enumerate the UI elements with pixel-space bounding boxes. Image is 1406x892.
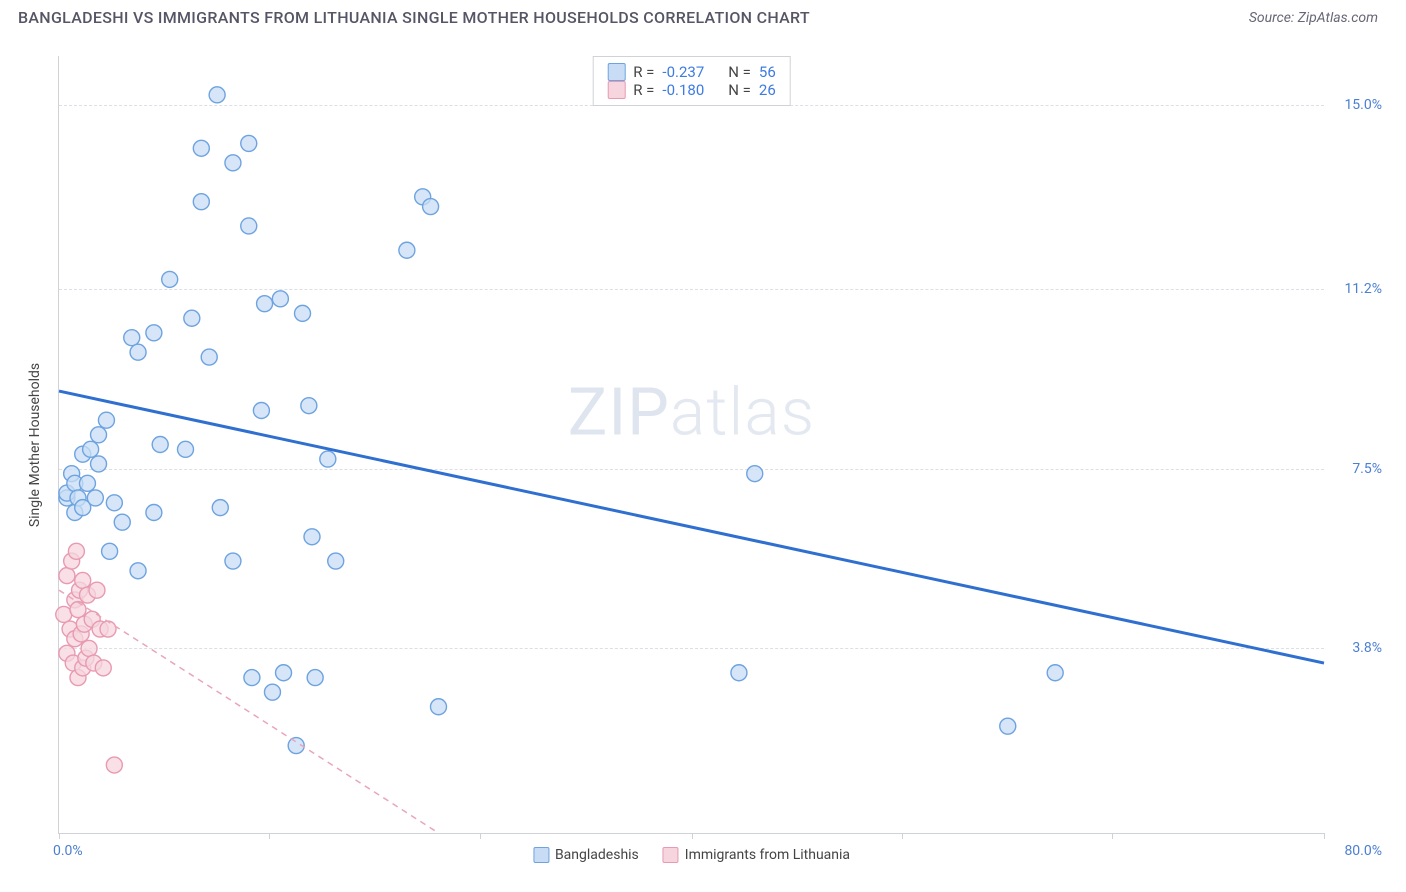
data-point xyxy=(68,543,84,559)
data-point xyxy=(81,640,97,656)
n-value: 26 xyxy=(759,81,776,99)
data-point xyxy=(152,437,168,453)
x-tick-mark xyxy=(1112,833,1113,839)
chart-title: BANGLADESHI VS IMMIGRANTS FROM LITHUANIA… xyxy=(18,8,810,27)
data-point xyxy=(193,194,209,210)
data-point xyxy=(241,135,257,151)
x-tick-mark xyxy=(692,833,693,839)
data-point xyxy=(95,660,111,676)
data-point xyxy=(98,412,114,428)
data-point xyxy=(307,670,323,686)
x-tick-mark xyxy=(480,833,481,839)
r-value: -0.237 xyxy=(662,63,704,81)
data-point xyxy=(399,242,415,258)
data-point xyxy=(114,514,130,530)
data-point xyxy=(91,456,107,472)
data-point xyxy=(328,553,344,569)
series-legend: Bangladeshis Immigrants from Lithuania xyxy=(533,847,850,863)
data-point xyxy=(209,87,225,103)
x-tick-mark xyxy=(59,833,60,839)
chart-area: ZIPatlas 3.8%7.5%11.2%15.0% R = -0.237 N… xyxy=(18,36,1388,874)
data-point xyxy=(304,529,320,545)
legend-swatch-icon xyxy=(607,81,625,99)
data-point xyxy=(264,684,280,700)
data-point xyxy=(244,670,260,686)
chart-header: BANGLADESHI VS IMMIGRANTS FROM LITHUANIA… xyxy=(0,0,1406,31)
x-tick-mark xyxy=(1324,833,1325,839)
data-point xyxy=(423,199,439,215)
data-point xyxy=(201,349,217,365)
data-point xyxy=(225,553,241,569)
legend-swatch-icon xyxy=(607,63,625,81)
y-tick-label: 15.0% xyxy=(1330,97,1382,113)
data-point xyxy=(59,568,75,584)
data-point xyxy=(320,451,336,467)
r-value: -0.180 xyxy=(662,81,704,99)
n-label: N = xyxy=(728,81,751,99)
data-point xyxy=(295,305,311,321)
data-point xyxy=(241,218,257,234)
data-point xyxy=(146,325,162,341)
legend-item: Bangladeshis xyxy=(533,847,639,863)
data-point xyxy=(100,621,116,637)
chart-source: Source: ZipAtlas.com xyxy=(1249,10,1378,26)
legend-swatch-icon xyxy=(533,847,549,863)
data-point xyxy=(70,602,86,618)
r-label: R = xyxy=(633,63,654,81)
correlation-legend: R = -0.237 N = 56 R = -0.180 N = 26 xyxy=(592,56,791,106)
data-point xyxy=(87,490,103,506)
legend-label: Bangladeshis xyxy=(555,847,639,863)
data-point xyxy=(75,572,91,588)
x-tick-mark xyxy=(902,833,903,839)
y-tick-label: 7.5% xyxy=(1330,461,1382,477)
y-axis-label: Single Mother Households xyxy=(27,362,43,526)
data-point xyxy=(79,475,95,491)
data-point xyxy=(102,543,118,559)
data-point xyxy=(89,582,105,598)
data-point xyxy=(146,504,162,520)
data-point xyxy=(1000,718,1016,734)
correlation-row: R = -0.180 N = 26 xyxy=(607,81,776,99)
data-point xyxy=(747,466,763,482)
data-point xyxy=(83,441,99,457)
data-point xyxy=(225,155,241,171)
plot-area: ZIPatlas 3.8%7.5%11.2%15.0% R = -0.237 N… xyxy=(58,56,1324,834)
data-point xyxy=(130,563,146,579)
scatter-svg xyxy=(59,56,1324,833)
data-point xyxy=(1047,665,1063,681)
data-point xyxy=(731,665,747,681)
trend-line xyxy=(59,590,439,833)
trend-line xyxy=(59,391,1324,663)
data-point xyxy=(272,291,288,307)
data-point xyxy=(193,140,209,156)
n-value: 56 xyxy=(759,63,776,81)
y-tick-label: 11.2% xyxy=(1330,281,1382,297)
correlation-row: R = -0.237 N = 56 xyxy=(607,63,776,81)
x-axis-min-label: 0.0% xyxy=(53,843,83,859)
data-point xyxy=(130,344,146,360)
data-point xyxy=(178,441,194,457)
x-tick-mark xyxy=(269,833,270,839)
x-axis-max-label: 80.0% xyxy=(1344,843,1382,859)
legend-item: Immigrants from Lithuania xyxy=(663,847,850,863)
data-point xyxy=(431,699,447,715)
data-point xyxy=(106,495,122,511)
y-tick-label: 3.8% xyxy=(1330,640,1382,656)
data-point xyxy=(253,403,269,419)
r-label: R = xyxy=(633,81,654,99)
data-point xyxy=(184,310,200,326)
data-point xyxy=(162,271,178,287)
data-point xyxy=(301,398,317,414)
data-point xyxy=(124,330,140,346)
n-label: N = xyxy=(728,63,751,81)
data-point xyxy=(106,757,122,773)
data-point xyxy=(91,427,107,443)
data-point xyxy=(212,500,228,516)
data-point xyxy=(276,665,292,681)
legend-label: Immigrants from Lithuania xyxy=(685,847,850,863)
data-point xyxy=(257,296,273,312)
legend-swatch-icon xyxy=(663,847,679,863)
